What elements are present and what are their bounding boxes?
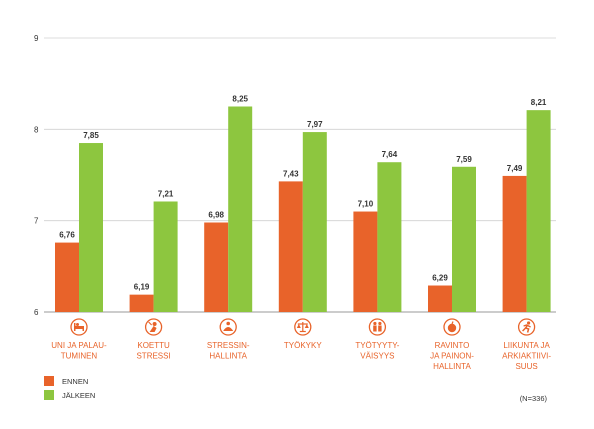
bed-icon [70,318,88,336]
bar-jälkeen [153,201,178,312]
category-label: HALLINTA [209,352,247,361]
data-label: 6,29 [432,274,448,283]
category-label: SUUS [515,362,537,371]
bar-jälkeen [79,143,103,312]
category-icons [70,318,536,336]
legend-swatch-ennen [44,376,54,386]
sample-size-note: (N=336) [520,394,548,403]
category-label: STRESSIN- [207,341,250,350]
labels: 6,76 7,85 UNI JA PALAU- TUMINEN 6,19 7,21 KOET… [51,95,551,372]
data-label: 7,97 [307,120,323,129]
bar-jälkeen [526,110,551,312]
category-label: TYÖTYYTY- [355,341,399,350]
data-label: 6,19 [134,283,150,292]
meditation-icon [219,318,237,336]
legend-swatch-jälkeen [44,390,54,400]
category-label: TUMINEN [61,352,98,361]
bar-ennen [278,181,303,312]
bar-jälkeen [302,132,327,312]
category-label: VÄISYYS [360,352,394,361]
bar-ennen [55,242,79,312]
data-label: 7,21 [158,189,174,198]
data-label: 6,98 [208,210,224,219]
legend-label: ENNEN [62,377,88,386]
people-icon [368,318,387,336]
data-label: 6,76 [59,231,75,240]
legend: ENNEN JÄLKEEN [44,376,95,400]
data-label: 7,64 [382,150,398,159]
bar-ennen [502,175,527,312]
category-label: JA PAINON- [430,352,474,361]
category-label: UNI JA PALAU- [51,341,107,350]
bar-ennen [129,294,154,312]
category-label: RAVINTO [435,341,470,350]
category-label: TYÖKYKY [284,341,322,350]
data-label: 7,43 [283,169,299,178]
y-tick-label: 6 [34,308,39,317]
category-label: KOETTU [137,341,170,350]
bar-ennen [428,285,452,312]
data-label: 7,59 [456,155,472,164]
data-label: 8,21 [531,98,547,107]
category-label: STRESSI [136,352,170,361]
category-label: HALLINTA [433,362,471,371]
bar-ennen [204,222,229,312]
bar-jälkeen [228,106,253,312]
y-tick-label: 8 [34,125,39,134]
category-label: LIIKUNTA JA [503,341,550,350]
legend-label: JÄLKEEN [62,391,95,400]
bar-ennen [353,211,378,312]
data-label: 8,25 [232,95,248,104]
y-tick-label: 7 [34,217,39,226]
data-label: 7,85 [83,131,99,140]
runner-icon [517,318,536,336]
data-label: 7,49 [507,164,523,173]
stress-icon [144,318,163,336]
bar-jälkeen [377,162,402,312]
apple-icon [443,318,461,336]
y-tick-label: 9 [34,34,39,43]
bars [55,106,551,312]
data-label: 7,10 [358,200,374,209]
scale-icon [294,318,312,336]
category-label: ARKIAKTIIVI- [502,352,551,361]
bar-jälkeen [452,166,476,312]
